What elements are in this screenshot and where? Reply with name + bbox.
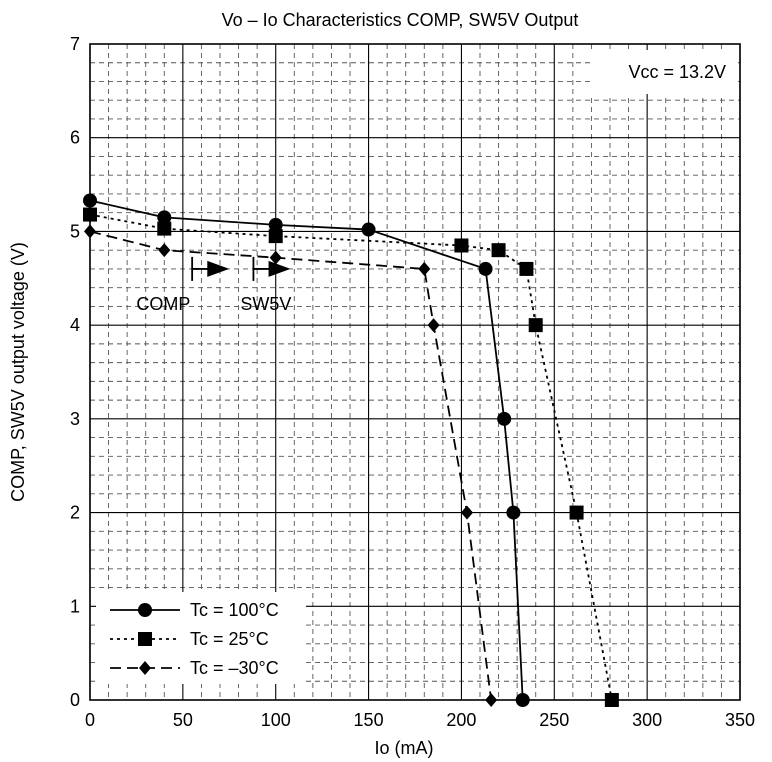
y-tick-label: 1: [70, 596, 80, 616]
data-point: [158, 243, 171, 258]
legend-entry-3: Tc = –30°C: [110, 658, 279, 678]
data-point: [83, 207, 97, 222]
series-2: [83, 207, 619, 707]
x-tick-label: 50: [173, 710, 193, 730]
x-tick-label: 250: [539, 710, 569, 730]
y-tick-label: 2: [70, 503, 80, 523]
comp-label: COMP: [136, 294, 190, 314]
data-point: [418, 261, 431, 276]
sw5v-arrow: [252, 256, 291, 281]
legend-label: Tc = 100°C: [190, 600, 279, 620]
y-tick-label: 4: [70, 315, 80, 335]
legend-label: Tc = 25°C: [190, 629, 269, 649]
data-point: [269, 250, 282, 265]
legend-marker: [138, 603, 152, 617]
y-tick-label: 5: [70, 221, 80, 241]
legend-marker: [138, 632, 152, 646]
data-point: [506, 505, 521, 520]
x-tick-label: 300: [632, 710, 662, 730]
data-point: [491, 243, 506, 258]
output-arrows: COMP SW5V: [136, 256, 291, 314]
data-point: [157, 221, 172, 236]
annotation-box: Vcc = 13.2V: [590, 50, 734, 94]
data-point: [427, 318, 440, 333]
data-point: [515, 693, 530, 707]
series-line: [89, 199, 524, 701]
x-tick-label: 100: [261, 710, 291, 730]
data-point: [157, 210, 172, 225]
y-tick-label: 7: [70, 34, 80, 54]
x-axis-title: Io (mA): [374, 738, 433, 758]
data-point: [569, 505, 584, 520]
comp-arrow: [191, 256, 230, 281]
x-tick-label: 0: [85, 710, 95, 730]
plot-frame: [89, 43, 741, 701]
vcc-annotation: Vcc = 13.2V: [628, 62, 726, 82]
data-point: [604, 693, 619, 707]
data-point: [461, 505, 473, 520]
data-point: [268, 217, 283, 232]
legend: Tc = 100°C Tc = 25°C Tc = –30°C: [96, 592, 306, 684]
series-layer: [83, 193, 619, 707]
x-tick-label: 350: [725, 710, 755, 730]
x-tick-label: 150: [354, 710, 384, 730]
y-tick-label: 3: [70, 409, 80, 429]
y-axis-title: COMP, SW5V output voltage (V): [8, 242, 28, 502]
x-tick-label: 200: [446, 710, 476, 730]
x-axis-ticks: 0 50 100 150 200 250 300 350: [85, 710, 755, 730]
series-3: [84, 224, 498, 707]
data-point: [83, 193, 97, 208]
series-1: [83, 193, 530, 707]
data-point: [478, 261, 493, 276]
y-axis-ticks: 0 1 2 3 4 5 6 7: [70, 34, 80, 710]
legend-entry-1: Tc = 100°C: [110, 600, 279, 620]
data-point: [485, 693, 498, 707]
data-point: [454, 238, 469, 253]
minor-grid: [90, 44, 740, 700]
y-tick-label: 6: [70, 128, 80, 148]
legend-marker: [139, 661, 151, 675]
chart-title: Vo – Io Characteristics COMP, SW5V Outpu…: [222, 10, 579, 30]
data-point: [361, 222, 376, 237]
data-point: [528, 318, 543, 333]
data-point: [84, 224, 96, 239]
data-point: [519, 261, 534, 276]
legend-label: Tc = –30°C: [190, 658, 279, 678]
series-line: [89, 213, 613, 701]
data-point: [497, 411, 512, 426]
legend-entry-2: Tc = 25°C: [110, 629, 269, 649]
data-point: [268, 229, 283, 244]
y-tick-label: 0: [70, 690, 80, 710]
sw5v-label: SW5V: [240, 294, 291, 314]
